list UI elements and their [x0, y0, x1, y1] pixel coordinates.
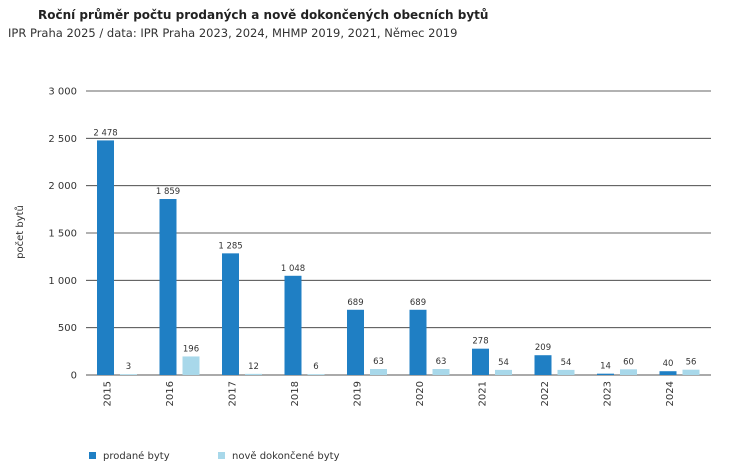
bar-completed: [620, 369, 637, 375]
bar-completed: [182, 356, 200, 375]
legend-label: prodané byty: [103, 450, 170, 462]
x-tick-label: 2019: [353, 381, 364, 406]
data-label: 60: [623, 357, 634, 367]
bar-sold: [597, 373, 614, 375]
bars: 2 478 3 1 859 196 1 285 12 1 048 6 689 63 689 63 278…: [93, 128, 700, 375]
y-tick-label: 2 000: [48, 181, 77, 192]
y-tick-label: 1 500: [48, 229, 77, 240]
data-label: 63: [373, 357, 384, 367]
bar-sold: [347, 309, 364, 375]
bar-sold: [409, 309, 427, 375]
y-tick-label: 500: [58, 323, 77, 334]
x-tick-label: 2022: [540, 381, 551, 406]
bar-completed: [682, 369, 700, 375]
bar-completed: [307, 374, 325, 375]
data-label: 63: [436, 357, 447, 367]
y-axis-label: počet bytů: [14, 205, 26, 259]
x-tick-label: 2024: [665, 381, 676, 406]
bar-sold: [222, 253, 239, 375]
data-label: 196: [183, 344, 199, 354]
y-tick-label: 1 000: [48, 276, 77, 287]
legend-label: nově dokončené byty: [232, 450, 340, 462]
x-tick-label: 2021: [478, 381, 489, 406]
x-tick-label: 2015: [103, 381, 114, 406]
x-tick-label: 2016: [165, 381, 176, 406]
x-tick-label: 2017: [228, 381, 239, 406]
y-tick-label: 2 500: [48, 134, 77, 145]
data-label: 209: [535, 343, 551, 353]
bar-completed: [495, 369, 512, 375]
data-label: 14: [600, 362, 611, 372]
y-axis-ticks: 0 500 1 000 1 500 2 000 2 500 3 000: [48, 87, 77, 382]
bar-completed: [557, 369, 575, 375]
data-label: 2 478: [93, 128, 117, 138]
data-label: 56: [686, 358, 697, 368]
x-tick-label: 2018: [290, 381, 301, 406]
data-label: 3: [126, 362, 131, 372]
data-label: 6: [313, 362, 318, 372]
data-label: 689: [410, 298, 426, 308]
data-label: 1 285: [218, 241, 242, 251]
data-label: 54: [498, 358, 509, 368]
x-axis-ticks: 2015 2016 2017 2018 2019 2020 2021 2022 2023 2024: [103, 381, 677, 406]
chart-title: Roční průměr počtu prodaných a nově doko…: [38, 8, 489, 22]
bar-sold: [159, 199, 177, 375]
legend-swatch: [218, 452, 225, 459]
bar-sold: [659, 371, 677, 375]
gridlines: [86, 90, 711, 376]
data-label: 278: [472, 337, 488, 347]
data-label: 1 859: [156, 187, 180, 197]
x-tick-label: 2023: [603, 381, 614, 406]
bar-completed: [370, 369, 387, 375]
data-label: 1 048: [281, 264, 305, 274]
legend-swatch: [89, 452, 96, 459]
bar-completed: [245, 373, 262, 375]
data-label: 689: [347, 298, 363, 308]
data-label: 54: [561, 358, 572, 368]
x-tick-label: 2020: [415, 381, 426, 406]
data-label: 12: [248, 362, 259, 372]
bar-sold: [472, 348, 489, 375]
bar-completed: [432, 369, 450, 375]
data-label: 40: [663, 359, 674, 369]
y-tick-label: 3 000: [48, 87, 77, 98]
chart-subtitle: IPR Praha 2025 / data: IPR Praha 2023, 2…: [8, 26, 458, 40]
legend: prodané byty nově dokončené byty: [89, 450, 340, 462]
y-tick-label: 0: [71, 371, 77, 382]
bar-completed: [120, 374, 137, 375]
bar-sold: [284, 275, 302, 375]
bar-sold: [97, 140, 114, 375]
bar-sold: [534, 355, 552, 375]
